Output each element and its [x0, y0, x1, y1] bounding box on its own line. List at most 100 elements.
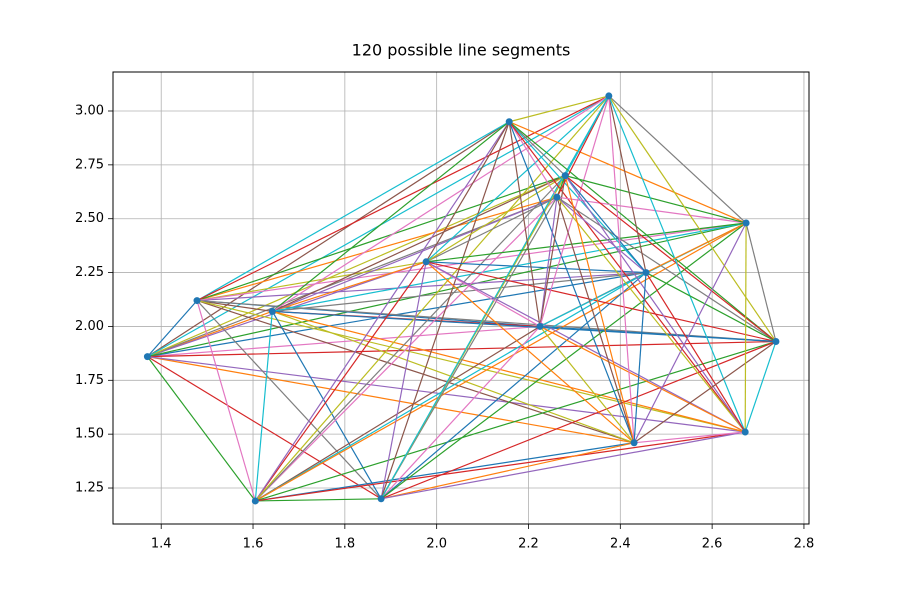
- y-tick-label: 2.25: [75, 265, 104, 280]
- segment: [196, 121, 510, 302]
- segment: [608, 95, 747, 224]
- segment: [147, 222, 747, 358]
- segment: [508, 121, 647, 273]
- segment: [508, 121, 541, 327]
- x-tick-label: 2.2: [518, 537, 539, 552]
- segment: [196, 300, 635, 444]
- segment: [146, 300, 198, 357]
- segment: [255, 442, 635, 502]
- point: [561, 172, 569, 180]
- segment: [508, 121, 747, 224]
- segment: [147, 356, 382, 500]
- y-tick-label: 1.25: [75, 481, 104, 496]
- segment: [634, 431, 746, 444]
- segment: [272, 175, 566, 312]
- segment: [196, 95, 610, 302]
- segment: [565, 175, 747, 224]
- segment: [426, 222, 747, 263]
- segment: [196, 261, 427, 302]
- segment: [745, 222, 777, 342]
- segment: [254, 311, 273, 502]
- segment: [508, 121, 558, 198]
- segment: [380, 442, 635, 500]
- segment: [425, 196, 558, 263]
- segment: [196, 196, 558, 302]
- segment: [645, 272, 746, 433]
- y-tick-label: 2.75: [75, 157, 104, 172]
- segment: [509, 95, 609, 123]
- segment: [608, 95, 746, 433]
- point: [742, 219, 750, 227]
- segment: [425, 121, 510, 263]
- segment: [508, 121, 635, 443]
- segment: [425, 175, 566, 263]
- segment: [196, 300, 382, 500]
- segment: [426, 261, 647, 274]
- segment: [380, 326, 541, 500]
- point: [741, 428, 749, 436]
- point: [143, 353, 151, 361]
- segment: [255, 340, 777, 502]
- segment: [608, 95, 635, 443]
- segment: [633, 222, 747, 444]
- segment: [539, 197, 558, 327]
- point: [251, 497, 259, 505]
- segment: [539, 326, 635, 444]
- segment: [556, 196, 747, 224]
- segment: [508, 121, 777, 342]
- segment: [380, 261, 427, 499]
- segment: [608, 95, 647, 273]
- segment: [380, 222, 747, 500]
- segment: [272, 196, 558, 312]
- segment: [254, 121, 510, 502]
- segment: [147, 121, 510, 358]
- y-tick-label: 2.50: [75, 211, 104, 226]
- x-tick-label: 1.6: [243, 537, 264, 552]
- point: [422, 258, 430, 266]
- segment: [425, 261, 777, 343]
- segment: [196, 300, 256, 502]
- segment: [255, 272, 647, 502]
- segment: [380, 95, 610, 500]
- segment: [556, 196, 635, 443]
- y-tick-label: 3.00: [75, 103, 104, 118]
- x-tick-label: 1.4: [151, 537, 172, 552]
- segment: [633, 272, 647, 443]
- segment: [380, 340, 777, 500]
- segment: [539, 325, 746, 433]
- segment: [508, 121, 746, 433]
- point: [630, 439, 638, 447]
- segment: [147, 356, 635, 444]
- y-tick-label: 1.50: [75, 427, 104, 442]
- point: [505, 118, 513, 126]
- segment: [254, 175, 566, 502]
- segment: [254, 196, 558, 502]
- segment: [272, 261, 427, 312]
- segment: [564, 175, 746, 433]
- segment: [255, 498, 382, 502]
- segment: [744, 223, 747, 433]
- segment: [564, 95, 610, 176]
- segment: [196, 175, 566, 302]
- segment: [633, 341, 777, 444]
- segment: [645, 222, 747, 274]
- segment: [425, 261, 746, 433]
- segment: [556, 196, 647, 274]
- segment: [147, 175, 566, 358]
- segment: [381, 431, 746, 500]
- segment: [271, 121, 510, 312]
- point: [377, 495, 385, 503]
- x-tick-label: 2.4: [610, 537, 631, 552]
- x-tick-label: 2.0: [426, 537, 447, 552]
- segment: [272, 222, 747, 312]
- segment: [608, 95, 777, 342]
- segment: [147, 196, 558, 358]
- segment: [556, 196, 746, 433]
- segment: [271, 95, 610, 312]
- segment: [272, 310, 746, 433]
- segment: [196, 299, 273, 312]
- segment: [272, 310, 635, 444]
- point: [772, 338, 780, 346]
